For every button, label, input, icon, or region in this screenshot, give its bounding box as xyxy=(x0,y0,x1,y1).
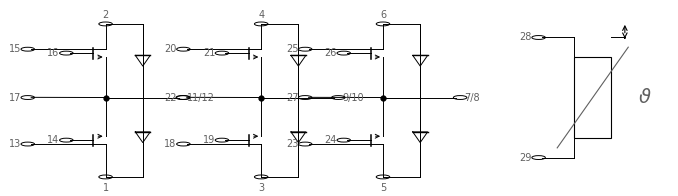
Text: 14: 14 xyxy=(47,135,60,145)
Text: 1: 1 xyxy=(102,183,108,193)
Text: $\vartheta$: $\vartheta$ xyxy=(639,88,652,107)
Text: 9/10: 9/10 xyxy=(342,93,364,103)
Text: 6: 6 xyxy=(380,10,386,20)
Text: 4: 4 xyxy=(258,10,264,20)
Text: 25: 25 xyxy=(286,44,298,54)
Text: 17: 17 xyxy=(9,93,21,103)
Text: 26: 26 xyxy=(325,48,337,58)
Bar xyxy=(574,57,612,138)
Text: 5: 5 xyxy=(380,183,386,193)
Text: 28: 28 xyxy=(519,33,532,43)
Text: 24: 24 xyxy=(325,135,337,145)
Text: 7/8: 7/8 xyxy=(464,93,480,103)
Text: 3: 3 xyxy=(258,183,264,193)
Text: 29: 29 xyxy=(519,152,532,162)
Text: 19: 19 xyxy=(203,135,215,145)
Text: 21: 21 xyxy=(203,48,215,58)
Text: 11/12: 11/12 xyxy=(186,93,215,103)
Text: 22: 22 xyxy=(164,93,176,103)
Text: 23: 23 xyxy=(286,139,298,149)
Text: 18: 18 xyxy=(164,139,176,149)
Text: 13: 13 xyxy=(9,139,21,149)
Text: 2: 2 xyxy=(102,10,108,20)
Text: 20: 20 xyxy=(164,44,176,54)
Text: 15: 15 xyxy=(9,44,21,54)
Text: 27: 27 xyxy=(286,93,298,103)
Text: 16: 16 xyxy=(47,48,60,58)
